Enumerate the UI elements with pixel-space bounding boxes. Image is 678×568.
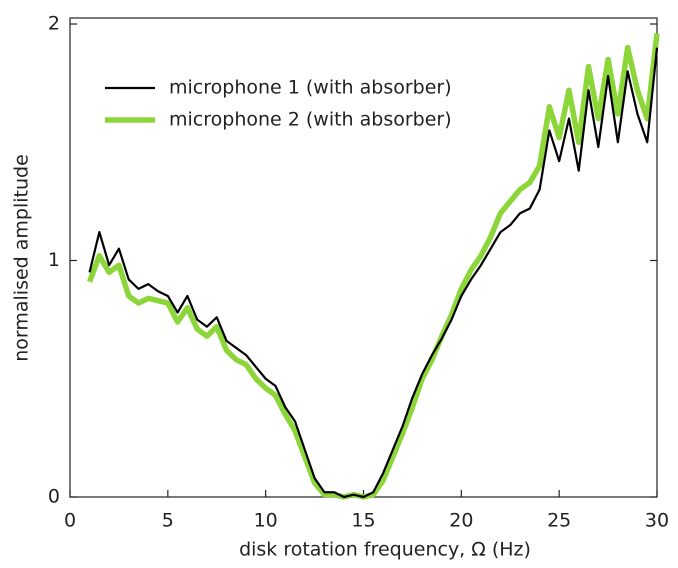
x-tick-label: 5 [162, 510, 174, 532]
x-tick-label: 30 [645, 510, 669, 532]
x-tick-label: 15 [351, 510, 375, 532]
legend-label: microphone 1 (with absorber) [169, 77, 452, 99]
y-tick-label: 1 [48, 249, 60, 271]
y-tick-label: 2 [48, 13, 60, 35]
x-tick-label: 10 [254, 510, 278, 532]
x-tick-label: 0 [64, 510, 76, 532]
line-series [88, 47, 659, 499]
x-axis-label: disk rotation frequency, Ω (Hz) [239, 539, 531, 561]
x-tick-label: 20 [449, 510, 473, 532]
line-series [86, 33, 660, 500]
y-axis-label: normalised amplitude [11, 154, 33, 362]
legend-label: microphone 2 (with absorber) [169, 109, 452, 131]
y-tick-label: 0 [48, 486, 60, 508]
x-tick-label: 25 [547, 510, 571, 532]
